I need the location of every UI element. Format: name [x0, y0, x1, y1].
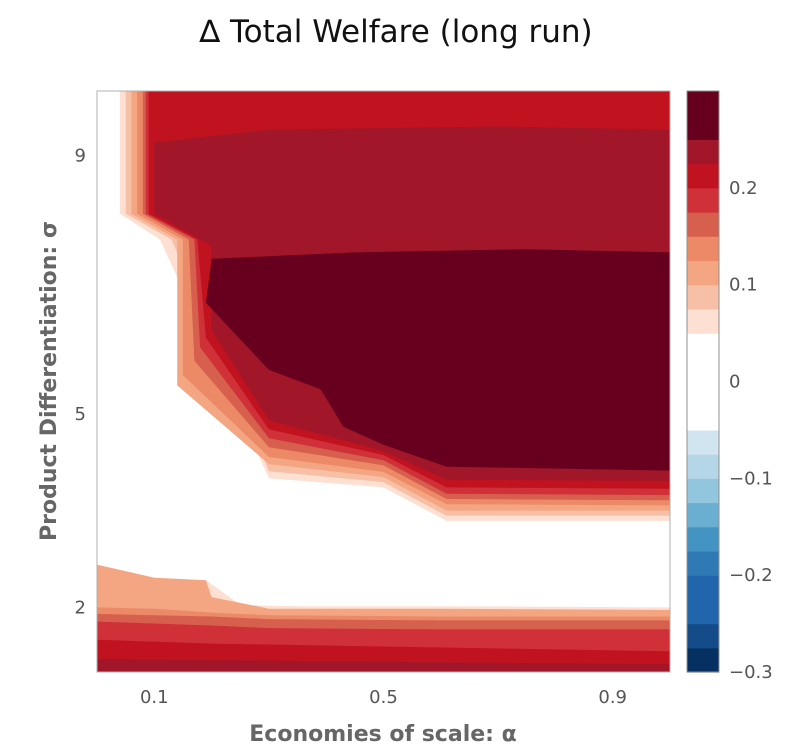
y-tick-label: 2 — [75, 597, 86, 618]
x-axis-label: Economies of scale: α — [249, 722, 516, 747]
x-tick-label: 0.5 — [369, 687, 398, 708]
colorbar-level-16 — [687, 163, 719, 189]
colorbar-level-6 — [687, 478, 719, 504]
y-tick-label: 9 — [75, 146, 86, 167]
colorbar-level-18 — [687, 91, 719, 140]
contour-region-8 — [205, 249, 670, 471]
colorbar-level-13 — [687, 236, 719, 262]
colorbar-tick-label: −0.2 — [729, 565, 773, 586]
y-axis-label: Product Differentiation: σ — [37, 221, 62, 541]
y-tick-label: 5 — [75, 404, 86, 425]
colorbar-level-10 — [687, 308, 719, 334]
colorbar-level-0 — [687, 647, 719, 673]
colorbar-level-12 — [687, 260, 719, 286]
colorbar-level-11 — [687, 284, 719, 310]
colorbar-tick-label: 0 — [729, 372, 740, 393]
x-tick-label: 0.1 — [140, 687, 169, 708]
contour-region-18 — [97, 659, 670, 672]
colorbar-ticks: −0.3 −0.2 −0.1 0 0.1 0.2 — [729, 178, 773, 683]
colorbar-level-5 — [687, 502, 719, 528]
colorbar-level-4 — [687, 526, 719, 552]
x-tick-label: 0.9 — [598, 687, 627, 708]
colorbar-level-9 — [687, 333, 719, 431]
colorbar-level-1 — [687, 623, 719, 649]
colorbar-frame — [686, 90, 720, 673]
colorbar-level-14 — [687, 212, 719, 237]
colorbar-level-3 — [687, 551, 719, 576]
colorbar-level-8 — [687, 429, 719, 455]
colorbar-level-17 — [687, 139, 719, 165]
colorbar-tick-label: 0.2 — [729, 178, 758, 199]
plot-frame — [96, 90, 671, 673]
colorbar-level-15 — [687, 187, 719, 213]
colorbar-tick-label: −0.1 — [729, 468, 773, 489]
y-axis-ticks: 2 5 9 — [75, 146, 86, 619]
chart-title: ∆ Total Welfare (long run) — [199, 14, 593, 50]
colorbar — [687, 91, 719, 673]
colorbar-level-7 — [687, 454, 719, 479]
contour-regions — [97, 91, 670, 672]
colorbar-tick-label: −0.3 — [729, 662, 773, 683]
colorbar-level-2 — [687, 575, 719, 625]
x-axis-ticks: 0.1 0.5 0.9 — [140, 687, 627, 708]
colorbar-tick-label: 0.1 — [729, 275, 758, 296]
